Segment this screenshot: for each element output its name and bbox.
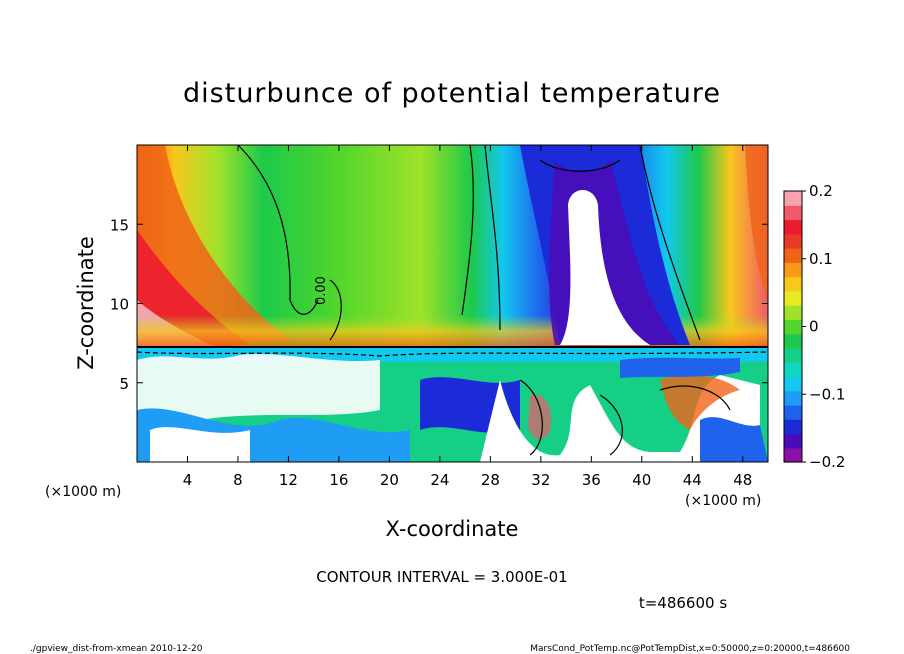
colorbar-swatch xyxy=(784,376,802,392)
colorbar-tick-label: 0.1 xyxy=(809,250,833,268)
x-tick-label: 20 xyxy=(380,471,399,489)
y-tick-label: 15 xyxy=(110,216,129,234)
colorbar-swatch xyxy=(784,447,802,463)
x-tick-label: 24 xyxy=(430,471,449,489)
x-unit-label: (×1000 m) xyxy=(685,493,761,509)
colorbar-swatch xyxy=(784,219,802,235)
colorbar-swatch xyxy=(784,248,802,263)
colorbar-swatch xyxy=(784,233,802,249)
colorbar-swatch xyxy=(784,305,802,320)
colorbar-swatch xyxy=(784,362,802,378)
x-tick-label: 48 xyxy=(733,471,752,489)
footer-right: MarsCond_PotTemp.nc@PotTempDist,x=0:5000… xyxy=(530,644,850,654)
colorbar-swatch xyxy=(784,404,802,420)
y-unit-label: (×1000 m) xyxy=(45,484,121,500)
x-tick-label: 12 xyxy=(279,471,298,489)
footer-left: ./gpview_dist-from-xmean 2010-12-20 xyxy=(30,644,203,654)
contour-interval-text: CONTOUR INTERVAL = 3.000E-01 xyxy=(316,568,567,586)
x-axis-label: X-coordinate xyxy=(386,517,519,541)
x-tick-label: 8 xyxy=(233,471,243,489)
colorbar-tick-label: −0.1 xyxy=(809,385,845,403)
colorbar-swatch xyxy=(784,433,802,449)
colorbar-swatch xyxy=(784,205,802,221)
y-tick-label: 5 xyxy=(119,375,129,393)
colorbar-swatch xyxy=(784,319,802,335)
colorbar-swatch xyxy=(784,390,802,406)
x-tick-label: 28 xyxy=(481,471,500,489)
x-tick-label: 36 xyxy=(582,471,601,489)
colorbar-tick-label: 0 xyxy=(809,318,819,336)
colorbar-swatch xyxy=(784,191,802,206)
colorbar-swatch xyxy=(784,347,802,363)
colorbar-swatch xyxy=(784,262,802,278)
colorbar-swatch xyxy=(784,333,802,349)
x-tick-label: 44 xyxy=(683,471,702,489)
colorbar-swatch xyxy=(784,276,802,292)
x-tick-label: 16 xyxy=(329,471,348,489)
x-tick-label: 32 xyxy=(531,471,550,489)
contour-label: 0.00 xyxy=(314,276,329,305)
colorbar: 0.2 0.1 0 −0.1 −0.2 xyxy=(783,182,845,471)
colorbar-swatch xyxy=(784,419,802,435)
colorbar-tick-label: 0.2 xyxy=(809,182,833,200)
heatmap-field: 0.00 xyxy=(137,145,768,462)
x-tick-label: 40 xyxy=(632,471,651,489)
colorbar-tick-label: −0.2 xyxy=(809,453,845,471)
colorbar-swatch xyxy=(784,290,802,306)
y-tick-label: 10 xyxy=(110,296,129,314)
x-tick-label: 4 xyxy=(183,471,193,489)
y-axis-label: Z-coordinate xyxy=(74,236,98,370)
time-text: t=486600 s xyxy=(639,594,727,612)
chart-title: disturbunce of potential temperature xyxy=(183,78,721,109)
